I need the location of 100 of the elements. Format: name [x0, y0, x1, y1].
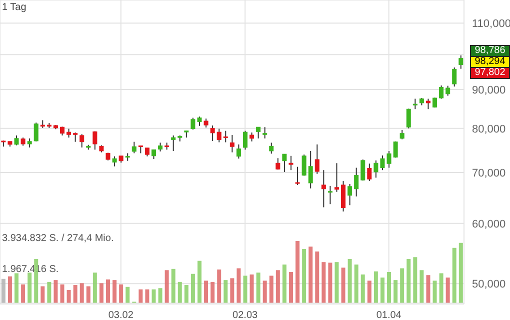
- bar: [380, 278, 384, 303]
- y-tick-label: 90,000: [472, 84, 506, 96]
- bar: [60, 284, 64, 303]
- bar: [80, 283, 84, 303]
- bar: [28, 272, 32, 303]
- bar: [126, 286, 130, 303]
- candlestick: [446, 85, 450, 96]
- candlestick: [34, 122, 38, 142]
- bar: [394, 280, 398, 303]
- candlestick: [262, 126, 268, 139]
- bar: [190, 274, 195, 303]
- bar: [452, 248, 456, 303]
- candlestick: [439, 84, 444, 100]
- candlestick: [341, 180, 346, 212]
- x-tick-label: 01.04: [376, 310, 402, 320]
- bar: [152, 289, 156, 303]
- candlestick: [242, 130, 248, 150]
- bar: [400, 268, 404, 303]
- candlestick: [256, 126, 261, 139]
- bar: [40, 286, 45, 303]
- candlestick: [400, 130, 404, 140]
- candlestick: [80, 134, 84, 148]
- bar: [66, 290, 71, 303]
- candlestick: [412, 98, 418, 110]
- text: 98,294: [470, 56, 510, 68]
- candlestick: [308, 150, 313, 189]
- candlestick: [314, 144, 320, 174]
- bar: [204, 280, 208, 303]
- bar: [164, 270, 169, 303]
- candlestick: [321, 170, 326, 208]
- candlestick: [348, 183, 352, 206]
- bar: [276, 270, 280, 303]
- candlestick: [112, 156, 117, 167]
- bar: [439, 273, 444, 303]
- text: 97,802: [470, 67, 510, 79]
- bar: [262, 280, 267, 303]
- candlestick: [171, 134, 176, 152]
- bar: [158, 288, 162, 303]
- y-tick-label: 50,000: [472, 278, 506, 290]
- bar: [360, 274, 365, 303]
- bar: [54, 280, 58, 303]
- candlestick: [132, 141, 136, 154]
- bar: [341, 268, 346, 303]
- bar: [374, 271, 378, 303]
- y-tick-label: 60,000: [472, 218, 506, 230]
- bar: [328, 262, 332, 303]
- bar: [14, 273, 19, 303]
- candlestick: [14, 134, 19, 146]
- bar: [1, 278, 6, 303]
- y-tick-label: 70,000: [472, 167, 506, 180]
- candlestick: [288, 155, 294, 171]
- bar: [178, 282, 182, 303]
- bar: [230, 278, 234, 303]
- bar: [256, 272, 260, 303]
- candlestick: [236, 144, 241, 160]
- bar: [47, 282, 52, 303]
- candlestick: [152, 149, 156, 160]
- bar: [315, 252, 320, 303]
- bar: [21, 284, 26, 303]
- bar: [282, 264, 286, 303]
- candlestick: [27, 138, 32, 148]
- bar: [243, 276, 248, 303]
- bar: [302, 249, 306, 303]
- candlestick: [328, 185, 332, 205]
- bar: [308, 246, 313, 303]
- candlestick: [92, 130, 98, 150]
- bar: [171, 268, 176, 303]
- candlestick: [334, 162, 339, 192]
- candlestick: [210, 124, 215, 142]
- bar: [348, 258, 352, 303]
- candlestick: [282, 154, 287, 172]
- bar: [210, 282, 215, 303]
- candlestick: [406, 108, 411, 129]
- bar: [367, 280, 372, 303]
- candlestick: [458, 54, 464, 70]
- bar: [138, 289, 143, 303]
- bar: [288, 272, 293, 303]
- candlestick: [302, 154, 306, 176]
- bar: [8, 276, 12, 303]
- annotation: 3.934.832 S. / 274,4 Mio.: [2, 233, 114, 244]
- bar: [119, 284, 124, 303]
- candlestick: [216, 128, 222, 143]
- x-tick-label: 03.02: [108, 310, 134, 320]
- candlestick: [223, 130, 228, 143]
- candlestick: [230, 134, 234, 153]
- bar: [387, 272, 392, 303]
- bar: [426, 275, 430, 303]
- candlestick: [354, 167, 359, 197]
- y-tick-label: 80,000: [472, 123, 506, 136]
- bar: [334, 262, 339, 303]
- bar: [296, 241, 300, 303]
- bar: [217, 270, 222, 303]
- bar: [250, 274, 254, 303]
- bar: [432, 280, 437, 303]
- x-tick-label: 02.03: [232, 310, 258, 320]
- bar: [184, 285, 188, 303]
- bar: [99, 283, 104, 303]
- bar: [106, 279, 110, 303]
- bar: [92, 272, 97, 303]
- candlestick: [269, 142, 274, 154]
